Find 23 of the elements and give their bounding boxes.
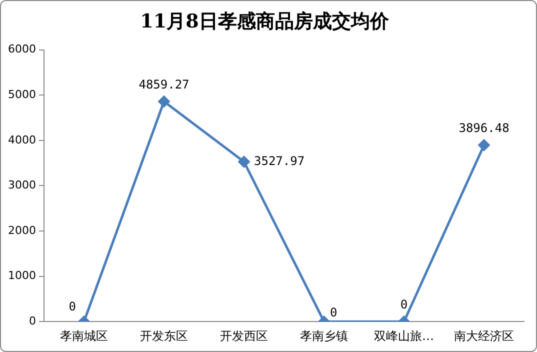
x-tick-label: 开发西区 <box>220 328 268 343</box>
y-tick-label: 0 <box>28 314 36 328</box>
y-tick-label: 4000 <box>8 133 36 146</box>
x-tick-label: 南大经济区 <box>454 328 514 343</box>
data-label: 0 <box>400 298 408 312</box>
y-tick-label: 5000 <box>8 88 36 101</box>
x-tick-label: 孝南城区 <box>60 328 108 343</box>
point <box>158 96 170 108</box>
y-tick-label: 1000 <box>8 269 36 282</box>
data-label: 0 <box>68 300 76 314</box>
y-tick-label: 2000 <box>8 224 36 237</box>
x-tick-label: 双峰山旅… <box>374 328 434 343</box>
chart-title: 11月8日孝感商品房成交均价 <box>140 10 390 32</box>
data-label: 4859.27 <box>138 78 190 92</box>
y-tick-label: 3000 <box>8 178 36 192</box>
point <box>238 156 250 168</box>
point <box>478 139 490 151</box>
x-tick-label: 孝南乡镇 <box>300 328 348 343</box>
data-label: 3896.48 <box>458 121 510 136</box>
y-tick-label: 6000 <box>8 42 36 56</box>
data-label: 3527.97 <box>254 154 305 168</box>
data-label: 0 <box>330 306 338 320</box>
x-tick-label: 开发东区 <box>140 328 188 343</box>
